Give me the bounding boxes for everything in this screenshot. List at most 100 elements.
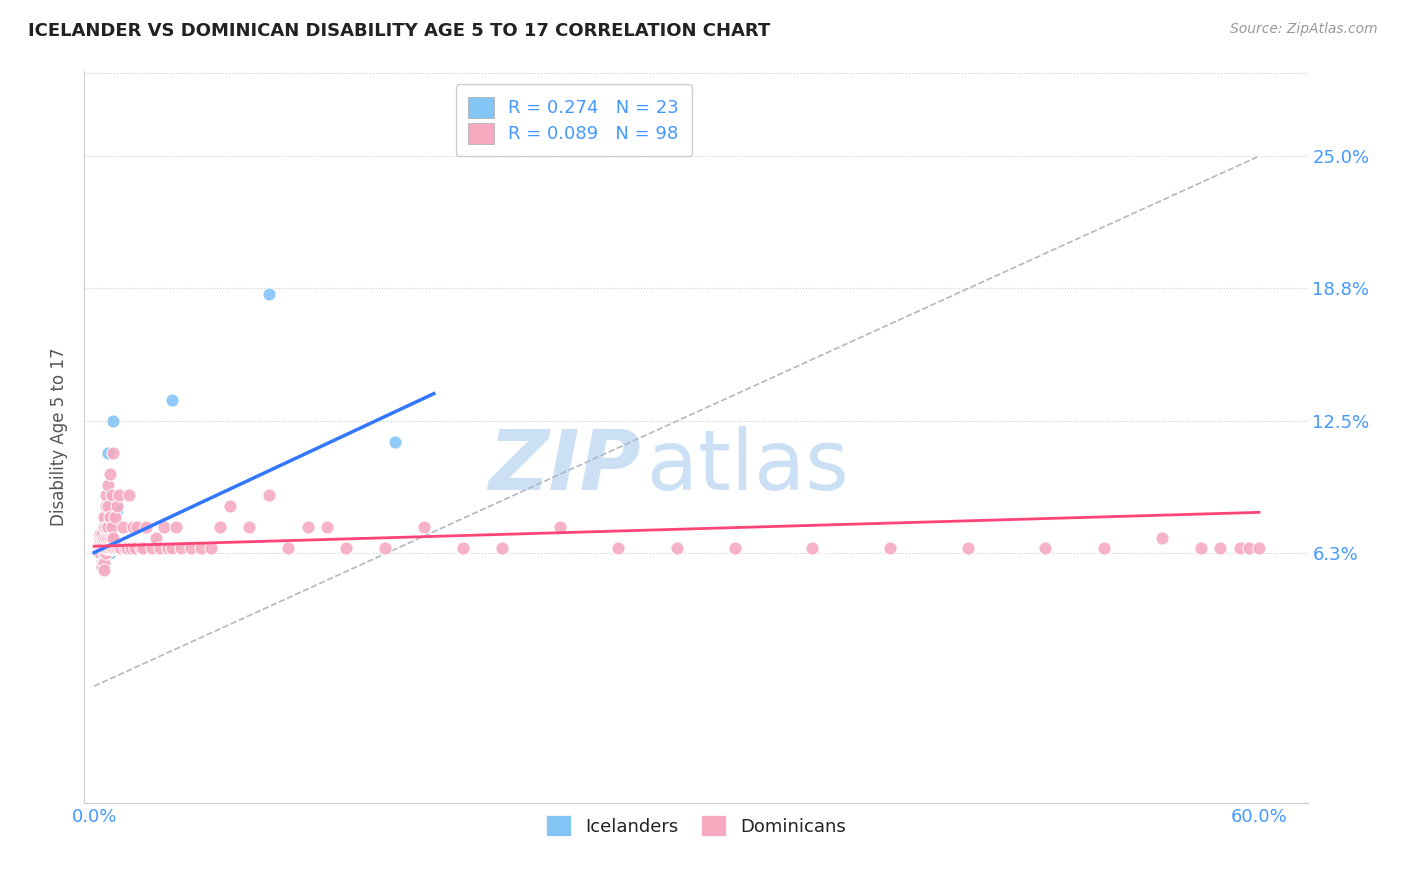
Point	[153, 520, 176, 534]
Point	[97, 477, 120, 491]
Point	[90, 526, 112, 541]
Point	[90, 556, 112, 570]
Point	[93, 541, 115, 556]
Point	[90, 541, 112, 556]
Text: Source: ZipAtlas.com: Source: ZipAtlas.com	[1230, 22, 1378, 37]
Point	[98, 546, 121, 560]
Point	[105, 541, 128, 556]
Point	[89, 537, 111, 551]
Point	[93, 541, 115, 556]
Point	[98, 531, 121, 545]
Point	[451, 541, 474, 556]
Point	[200, 541, 222, 556]
Point	[90, 537, 112, 551]
Point	[94, 520, 117, 534]
Point	[316, 520, 339, 534]
Point	[100, 541, 122, 556]
Point	[131, 541, 153, 556]
Point	[93, 546, 115, 560]
Point	[297, 520, 319, 534]
Point	[89, 543, 111, 558]
Point	[105, 499, 128, 513]
Point	[374, 541, 396, 556]
Point	[94, 541, 117, 556]
Point	[90, 546, 112, 560]
Point	[1092, 541, 1115, 556]
Point	[94, 531, 117, 545]
Point	[129, 541, 152, 556]
Point	[94, 499, 117, 513]
Point	[180, 541, 202, 556]
Point	[97, 499, 120, 513]
Point	[97, 446, 120, 460]
Point	[112, 520, 135, 534]
Point	[103, 414, 125, 428]
Point	[100, 541, 122, 556]
Text: ICELANDER VS DOMINICAN DISABILITY AGE 5 TO 17 CORRELATION CHART: ICELANDER VS DOMINICAN DISABILITY AGE 5 …	[28, 22, 770, 40]
Point	[89, 526, 111, 541]
Point	[103, 531, 125, 545]
Point	[104, 509, 127, 524]
Point	[160, 392, 183, 407]
Point	[110, 541, 132, 556]
Point	[97, 520, 120, 534]
Point	[209, 520, 232, 534]
Point	[93, 520, 115, 534]
Point	[1209, 541, 1232, 556]
Point	[124, 541, 146, 556]
Point	[93, 539, 115, 553]
Point	[103, 541, 125, 556]
Point	[122, 520, 145, 534]
Point	[90, 531, 112, 545]
Point	[413, 520, 436, 534]
Point	[94, 535, 117, 549]
Point	[89, 531, 111, 545]
Point	[93, 563, 115, 577]
Point	[115, 541, 138, 556]
Point	[1239, 541, 1261, 556]
Point	[335, 541, 357, 556]
Point	[118, 541, 141, 556]
Point	[94, 541, 117, 556]
Legend: Icelanders, Dominicans: Icelanders, Dominicans	[537, 806, 855, 845]
Point	[94, 488, 117, 502]
Point	[100, 488, 122, 502]
Point	[277, 541, 299, 556]
Text: atlas: atlas	[647, 425, 849, 507]
Point	[238, 520, 260, 534]
Point	[97, 541, 120, 556]
Point	[257, 488, 280, 502]
Point	[103, 446, 125, 460]
Point	[100, 520, 122, 534]
Point	[1229, 541, 1251, 556]
Y-axis label: Disability Age 5 to 17: Disability Age 5 to 17	[51, 348, 69, 526]
Point	[1150, 531, 1173, 545]
Point	[956, 541, 979, 556]
Point	[89, 546, 111, 560]
Point	[89, 541, 111, 556]
Point	[100, 531, 122, 545]
Point	[98, 541, 121, 556]
Point	[93, 556, 115, 570]
Point	[114, 541, 136, 556]
Point	[90, 535, 112, 549]
Point	[97, 541, 120, 556]
Point	[120, 541, 142, 556]
Point	[97, 531, 120, 545]
Point	[89, 546, 111, 560]
Point	[135, 520, 157, 534]
Point	[607, 541, 630, 556]
Point	[160, 541, 183, 556]
Point	[98, 509, 121, 524]
Point	[879, 541, 901, 556]
Point	[93, 537, 115, 551]
Point	[94, 531, 117, 545]
Point	[105, 503, 128, 517]
Point	[89, 535, 111, 549]
Point	[1189, 541, 1212, 556]
Text: ZIP: ZIP	[488, 425, 641, 507]
Point	[141, 541, 163, 556]
Point	[93, 509, 115, 524]
Point	[90, 541, 112, 556]
Point	[90, 560, 112, 574]
